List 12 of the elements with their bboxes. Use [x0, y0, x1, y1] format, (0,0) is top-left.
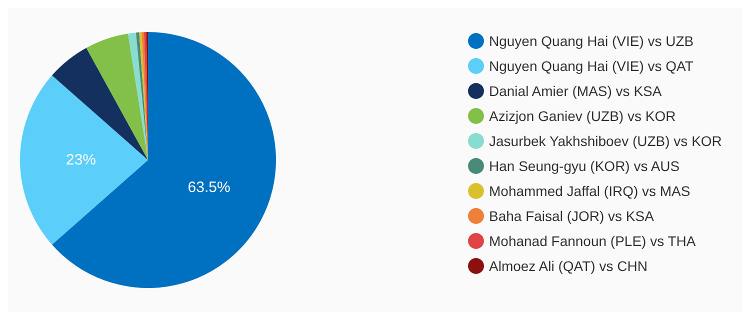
legend-label: Nguyen Quang Hai (VIE) vs UZB	[489, 33, 694, 49]
legend-label: Mohammed Jaffal (IRQ) vs MAS	[489, 183, 690, 199]
legend-label: Almoez Ali (QAT) vs CHN	[489, 258, 648, 274]
data-label: 23%	[66, 152, 96, 168]
legend-label: Azizjon Ganiev (UZB) vs KOR	[489, 108, 676, 124]
legend-label: Nguyen Quang Hai (VIE) vs QAT	[489, 58, 694, 74]
legend-label: Mohanad Fannoun (PLE) vs THA	[489, 233, 696, 249]
data-label: 63.5%	[188, 179, 230, 196]
legend-label: Jasurbek Yakhshiboev (UZB) vs KOR	[489, 133, 722, 149]
legend-label: Danial Amier (MAS) vs KSA	[489, 83, 662, 99]
legend-label: Baha Faisal (JOR) vs KSA	[489, 208, 655, 224]
legend-label: Han Seung-gyu (KOR) vs AUS	[489, 158, 680, 174]
